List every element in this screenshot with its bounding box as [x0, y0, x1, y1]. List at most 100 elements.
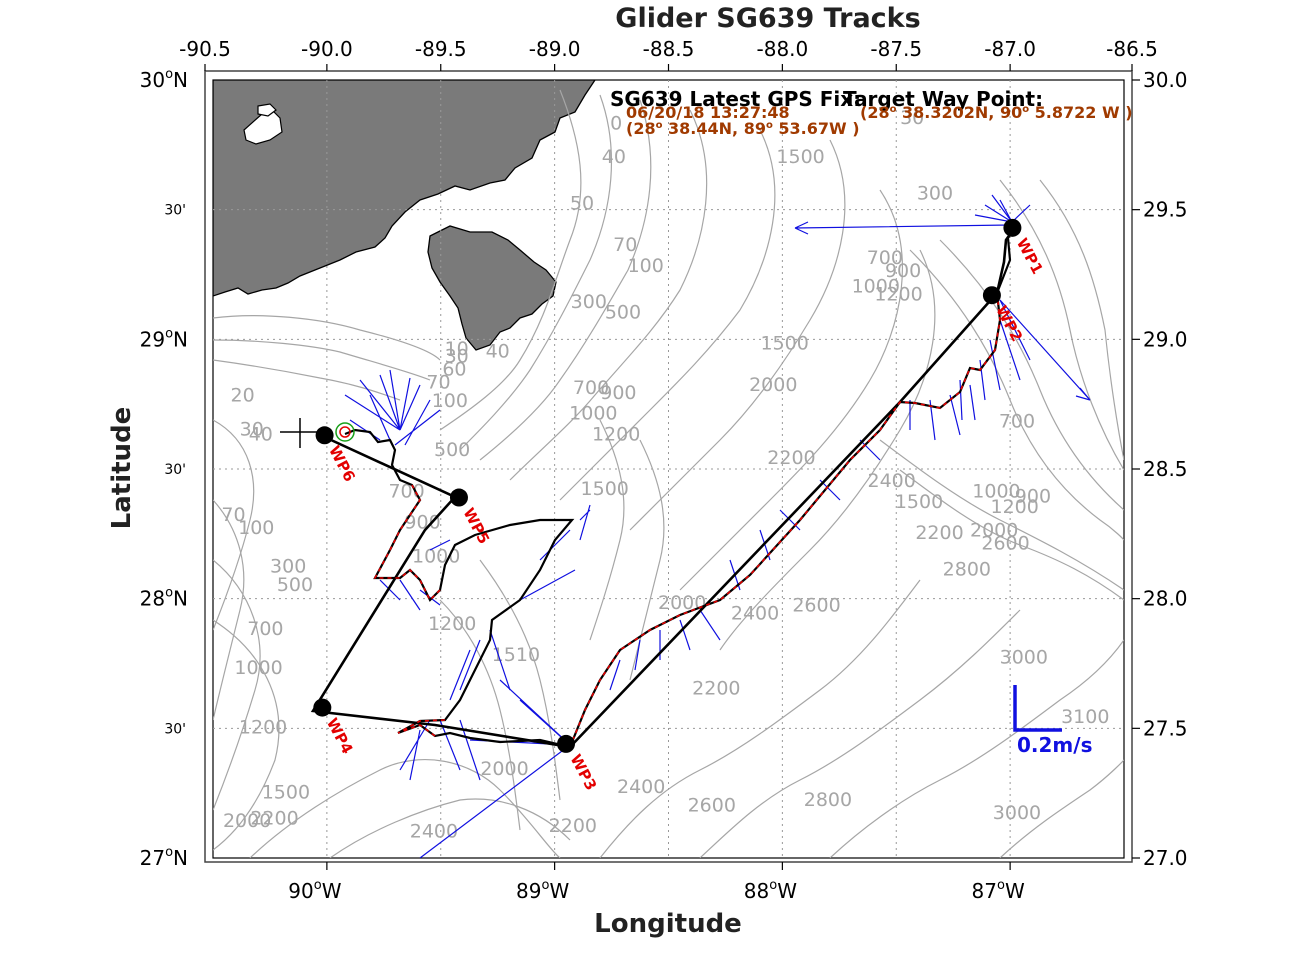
contour-label: 3000 [993, 802, 1041, 824]
left-tick-label: 29oN [140, 326, 188, 351]
waypoint-marker [315, 426, 334, 445]
contour-label: 300 [917, 182, 953, 204]
contour-label: 2800 [804, 789, 852, 811]
contour-label: 900 [1015, 486, 1051, 508]
bottom-tick-label: 89oW [516, 878, 569, 903]
contour-label: 0 [610, 112, 622, 134]
contour-label: 500 [277, 574, 313, 596]
contour-label: 1000 [569, 403, 617, 425]
contour-label: 10 [445, 338, 469, 360]
contour-label: 2200 [767, 447, 815, 469]
contour-label: 300 [270, 556, 306, 578]
left-tick-label: 30oN [140, 67, 188, 92]
contour-label: 2200 [250, 807, 298, 829]
mississippi-delta [427, 225, 557, 351]
right-tick-label: 30.0 [1143, 68, 1188, 92]
bottom-tick-label: 90oW [288, 878, 341, 903]
top-tick-label: -90.0 [301, 37, 353, 61]
contour-label: 1000 [972, 481, 1020, 503]
lake-pontchartrain [257, 103, 277, 117]
contour-label: 700 [247, 618, 283, 640]
contour-label: 30 [445, 346, 469, 368]
contour-label: 2800 [943, 558, 991, 580]
contour-label: 1500 [895, 491, 943, 513]
top-tick-label: -90.5 [179, 37, 231, 61]
contour-label: 2600 [688, 794, 736, 816]
contour-label: 500 [605, 302, 641, 324]
target-waypoint-position: (28o 38.3202N, 90o 5.8722 W ) [860, 103, 1133, 122]
contour-label: 1000 [412, 545, 460, 567]
right-latitude-labels: 30.0 29.5 29.0 28.5 28.0 27.5 27.0 [1143, 68, 1188, 870]
target-waypoint-heading: Target Way Point: [843, 87, 1043, 111]
map-title: Glider SG639 Tracks [615, 3, 920, 34]
contour-label: 100 [238, 517, 274, 539]
latest-gps-panel: SG639 Latest GPS Fix: 06/20/18 13:27:48 … [610, 87, 861, 138]
contour-label: 900 [885, 260, 921, 282]
contour-label: 70 [613, 234, 637, 256]
contour-label: 500 [434, 439, 470, 461]
bottom-tick-label: 87oW [972, 878, 1025, 903]
contour-label: 2000 [480, 758, 528, 780]
axis-ticks [204, 64, 1140, 870]
latest-gps-time: 06/20/18 13:27:48 [626, 103, 790, 122]
glider-dive-path-red [373, 292, 1001, 748]
contour-label: 2000 [970, 519, 1018, 541]
contour-label: 20 [231, 385, 255, 407]
x-axis-label: Longitude [594, 909, 742, 939]
y-axis-label: Latitude [107, 407, 137, 530]
contour-label: 2400 [410, 820, 458, 842]
contour-label: 100 [628, 255, 664, 277]
scale-label: 0.2m/s [1017, 733, 1092, 757]
contour-label: 2000 [223, 810, 271, 832]
contour-label: 2600 [792, 595, 840, 617]
contour-label: 700 [867, 247, 903, 269]
contour-label: 2200 [692, 678, 740, 700]
left-tick-label: 28oN [140, 586, 188, 611]
contour-label: 2400 [731, 602, 779, 624]
target-waypoint-panel: Target Way Point: (28o 38.3202N, 90o 5.8… [843, 87, 1133, 122]
contour-label: 50 [570, 193, 594, 215]
contour-label: 1500 [776, 146, 824, 168]
contour-label: 2400 [617, 776, 665, 798]
top-tick-label: -89.0 [529, 37, 581, 61]
right-tick-label: 28.0 [1143, 587, 1188, 611]
waypoint-marker [557, 734, 576, 753]
contour-label: 1200 [592, 423, 640, 445]
contour-label: 100 [432, 390, 468, 412]
contour-label: 2400 [868, 470, 916, 492]
contour-label: 30 [900, 107, 924, 129]
contour-label: 700 [573, 377, 609, 399]
top-tick-label: -89.5 [415, 37, 467, 61]
left-minute-label: 30' [164, 203, 186, 219]
bathymetry-contours [213, 89, 1124, 858]
contour-label: 40 [486, 340, 510, 362]
latest-gps-heading: SG639 Latest GPS Fix: [610, 87, 861, 111]
contour-label: 1500 [760, 333, 808, 355]
left-minute-label: 30' [164, 462, 186, 478]
contour-label: 900 [600, 382, 636, 404]
contour-label: 1200 [874, 283, 922, 305]
right-tick-label: 27.5 [1143, 716, 1188, 740]
top-tick-label: -87.0 [984, 37, 1036, 61]
top-tick-label: -88.0 [757, 37, 809, 61]
contour-label: 70 [221, 504, 245, 526]
contour-label: 40 [602, 146, 626, 168]
latest-gps-position: (28o 38.44N, 89o 53.67W ) [626, 119, 860, 138]
contour-label: 1510 [492, 644, 540, 666]
top-tick-label: -86.5 [1106, 37, 1158, 61]
top-tick-label: -88.5 [643, 37, 695, 61]
contour-label: 2200 [549, 815, 597, 837]
scale-bar [1013, 685, 1062, 732]
waypoint-marker [313, 698, 332, 717]
contour-label: 1000 [852, 276, 900, 298]
contour-label: 3000 [1000, 647, 1048, 669]
contour-label: 1000 [234, 657, 282, 679]
contour-label: 700 [388, 481, 424, 503]
coastline-land [213, 80, 596, 297]
contour-label: 2600 [981, 532, 1029, 554]
contour-label: 700 [999, 411, 1035, 433]
waypoint-marker [982, 286, 1001, 305]
map-grid [213, 80, 1124, 858]
